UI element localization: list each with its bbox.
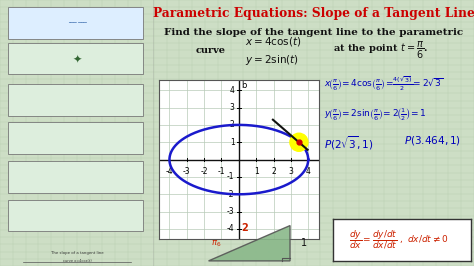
Text: ✦: ✦	[73, 55, 82, 65]
Circle shape	[290, 133, 308, 151]
Text: Find the slope of the tangent line to the parametric: Find the slope of the tangent line to th…	[164, 28, 464, 37]
Bar	[8, 43, 143, 74]
Text: 4: 4	[229, 86, 235, 95]
Bar	[8, 161, 143, 193]
Text: at the point $t = \dfrac{\pi}{6}$.: at the point $t = \dfrac{\pi}{6}$.	[333, 40, 428, 61]
Text: -3: -3	[183, 167, 191, 176]
Text: -1: -1	[227, 172, 235, 181]
Text: b: b	[241, 81, 247, 89]
Text: curve x=4cos(t): curve x=4cos(t)	[63, 259, 91, 263]
Bar	[8, 200, 143, 231]
Bar	[8, 84, 143, 116]
Bar	[8, 7, 143, 39]
Text: $\dfrac{dy}{dx}=\dfrac{dy/dt}{dx/dt}\ ,\ dx/dt\neq 0$: $\dfrac{dy}{dx}=\dfrac{dy/dt}{dx/dt}\ ,\…	[349, 229, 449, 251]
Bar	[8, 122, 143, 154]
Text: $\pi_6$: $\pi_6$	[211, 239, 221, 249]
Text: -2: -2	[227, 190, 235, 199]
Text: $x = 4\cos(t)$: $x = 4\cos(t)$	[245, 35, 301, 48]
Text: curve: curve	[196, 46, 226, 55]
Text: 4: 4	[306, 167, 310, 176]
Text: $y = 2\sin(t)$: $y = 2\sin(t)$	[245, 53, 299, 67]
Text: -2: -2	[201, 167, 208, 176]
Text: $P(3.464, 1)$: $P(3.464, 1)$	[403, 134, 461, 147]
Text: 1: 1	[230, 138, 235, 147]
Text: -4: -4	[165, 167, 173, 176]
Text: $P(2\sqrt{3}, 1)$: $P(2\sqrt{3}, 1)$	[324, 134, 373, 152]
Text: 2: 2	[242, 223, 248, 234]
Polygon shape	[209, 226, 290, 261]
Text: 2: 2	[271, 167, 276, 176]
Text: $y\!\left(\frac{\pi}{6}\right)\!=2\sin\!\left(\frac{\pi}{6}\right)\!=2\!\left(\f: $y\!\left(\frac{\pi}{6}\right)\!=2\sin\!…	[324, 106, 427, 123]
Text: 3: 3	[289, 167, 293, 176]
Text: 1: 1	[254, 167, 258, 176]
Text: 2: 2	[230, 120, 235, 129]
Text: -4: -4	[227, 225, 235, 234]
Text: 1: 1	[301, 238, 307, 248]
Text: ─── ───: ─── ───	[68, 20, 86, 25]
Text: Parametric Equations: Slope of a Tangent Line: Parametric Equations: Slope of a Tangent…	[153, 7, 474, 20]
Text: 3: 3	[229, 103, 235, 112]
Text: -3: -3	[227, 207, 235, 216]
Text: The slope of a tangent line: The slope of a tangent line	[51, 251, 103, 255]
Text: $x\!\left(\frac{\pi}{6}\right)\!=4\cos\!\left(\frac{\pi}{6}\right)\!=\!\frac{4(\: $x\!\left(\frac{\pi}{6}\right)\!=4\cos\!…	[324, 74, 443, 93]
Text: -1: -1	[218, 167, 225, 176]
